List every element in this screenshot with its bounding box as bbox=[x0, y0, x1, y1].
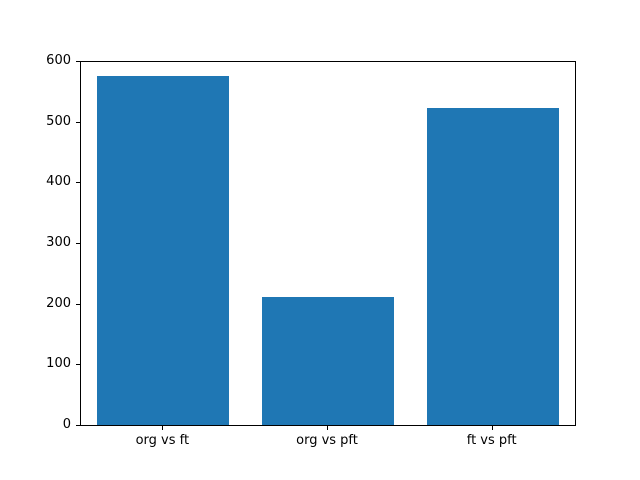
bar-ft-vs-pft bbox=[426, 107, 559, 425]
y-tick-label: 200 bbox=[46, 295, 71, 311]
x-tick-label: ft vs pft bbox=[466, 433, 517, 448]
x-tick-mark bbox=[162, 426, 164, 430]
y-tick-label: 500 bbox=[46, 113, 71, 129]
y-tick-label: 100 bbox=[46, 356, 71, 372]
y-tick-label: 0 bbox=[62, 417, 71, 432]
x-tick-label: org vs pft bbox=[296, 433, 358, 448]
y-tick-label: 400 bbox=[46, 174, 71, 190]
y-tick-mark bbox=[76, 303, 80, 305]
bar-org-vs-ft bbox=[97, 75, 230, 425]
y-tick-label: 600 bbox=[46, 53, 71, 68]
y-tick-label: 300 bbox=[46, 235, 71, 250]
x-tick-mark bbox=[491, 426, 493, 430]
bar-org-vs-pft bbox=[262, 296, 394, 425]
y-tick-mark bbox=[76, 61, 80, 62]
x-tick-label: org vs ft bbox=[135, 433, 190, 448]
plot-area bbox=[80, 61, 576, 426]
y-tick-mark bbox=[76, 243, 80, 244]
y-tick-mark bbox=[76, 364, 80, 366]
y-tick-mark bbox=[76, 121, 80, 123]
y-tick-mark bbox=[76, 182, 80, 184]
x-tick-mark bbox=[327, 426, 328, 430]
y-tick-mark bbox=[76, 425, 80, 426]
